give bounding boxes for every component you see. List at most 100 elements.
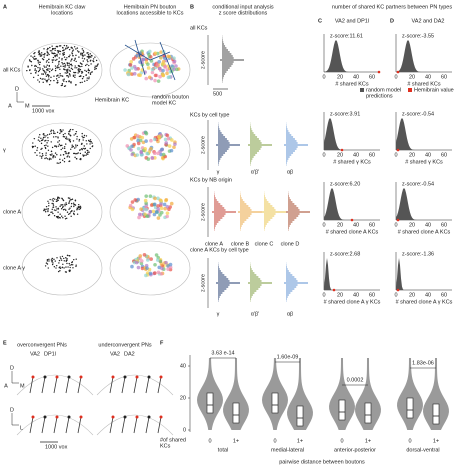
dot — [160, 266, 164, 271]
dot — [53, 215, 56, 217]
dot — [54, 67, 57, 70]
dot — [39, 55, 42, 57]
box — [206, 392, 214, 414]
dot — [42, 136, 45, 139]
dot — [58, 262, 60, 264]
dot — [168, 265, 173, 270]
dot — [53, 258, 55, 261]
label: 20 — [337, 292, 343, 298]
dot — [129, 148, 133, 152]
dot — [60, 257, 62, 260]
dot — [56, 53, 58, 56]
dot — [51, 208, 53, 211]
dot — [56, 82, 58, 84]
dot — [31, 145, 34, 148]
pn-trace — [121, 416, 126, 434]
dot — [86, 63, 88, 66]
dot — [55, 209, 57, 212]
dot — [39, 134, 41, 136]
dot — [46, 54, 48, 57]
dot — [130, 200, 135, 204]
dot — [64, 150, 67, 153]
dot — [50, 211, 52, 213]
dot — [35, 65, 38, 68]
dot — [51, 61, 54, 63]
violin — [423, 358, 449, 430]
label: # shared clone A γ KCs — [396, 299, 453, 305]
dot — [89, 139, 92, 141]
dot — [166, 267, 170, 271]
dot — [77, 72, 79, 74]
dot — [62, 199, 64, 201]
dot — [40, 54, 42, 56]
label: clone B — [231, 241, 250, 247]
dot — [45, 152, 47, 154]
dot — [150, 70, 155, 75]
dot — [78, 208, 80, 211]
dot — [76, 135, 78, 138]
dot — [82, 154, 84, 156]
label: overconvergent PNs — [17, 342, 67, 348]
dot — [80, 148, 83, 150]
dot — [66, 64, 69, 66]
dot — [97, 63, 99, 65]
dot — [83, 145, 85, 147]
dot — [47, 267, 49, 269]
dot — [38, 81, 41, 83]
label: 40 — [353, 74, 359, 80]
dot — [90, 63, 92, 65]
dot — [48, 133, 51, 135]
label: total — [218, 447, 228, 453]
bouton — [67, 375, 71, 379]
dot — [59, 45, 62, 47]
dot — [32, 145, 35, 148]
panel-label: C — [318, 18, 322, 24]
label: D — [10, 407, 14, 413]
dot — [40, 148, 42, 151]
dot — [32, 76, 35, 79]
axis-arrows — [16, 92, 24, 103]
dot — [45, 71, 47, 73]
label: DA2 — [124, 351, 135, 357]
dot — [46, 51, 48, 53]
dot — [57, 270, 60, 273]
dot — [81, 63, 83, 65]
hemibrain-value — [340, 148, 344, 152]
dot — [37, 74, 39, 77]
dot — [46, 142, 48, 144]
dot — [149, 146, 153, 151]
dot — [57, 141, 59, 143]
dot — [34, 68, 36, 70]
dot — [35, 72, 37, 74]
dot — [81, 53, 84, 55]
dot — [71, 47, 74, 49]
dot — [42, 73, 44, 75]
dot — [52, 129, 54, 132]
label: # shared γ KCs — [405, 159, 443, 165]
dot — [53, 59, 55, 61]
label: 20 — [409, 292, 415, 298]
dot — [32, 142, 34, 144]
dot — [60, 204, 62, 206]
dot — [70, 198, 72, 201]
dot — [70, 202, 73, 205]
random-model-histogram — [396, 40, 436, 72]
dot — [75, 265, 77, 268]
dot — [79, 207, 82, 210]
dot — [63, 257, 65, 260]
label: αβ — [287, 169, 293, 175]
dot — [71, 198, 74, 200]
dot — [69, 130, 71, 132]
label: 40 — [353, 222, 359, 228]
dot — [29, 59, 31, 62]
dot — [48, 65, 50, 67]
dot — [129, 60, 133, 64]
dot — [38, 53, 40, 55]
dot — [84, 54, 86, 56]
dot — [175, 67, 179, 72]
z-histogram — [264, 191, 276, 231]
dot — [44, 52, 46, 55]
dot — [156, 204, 160, 208]
dot — [41, 78, 43, 80]
dot — [155, 63, 160, 67]
